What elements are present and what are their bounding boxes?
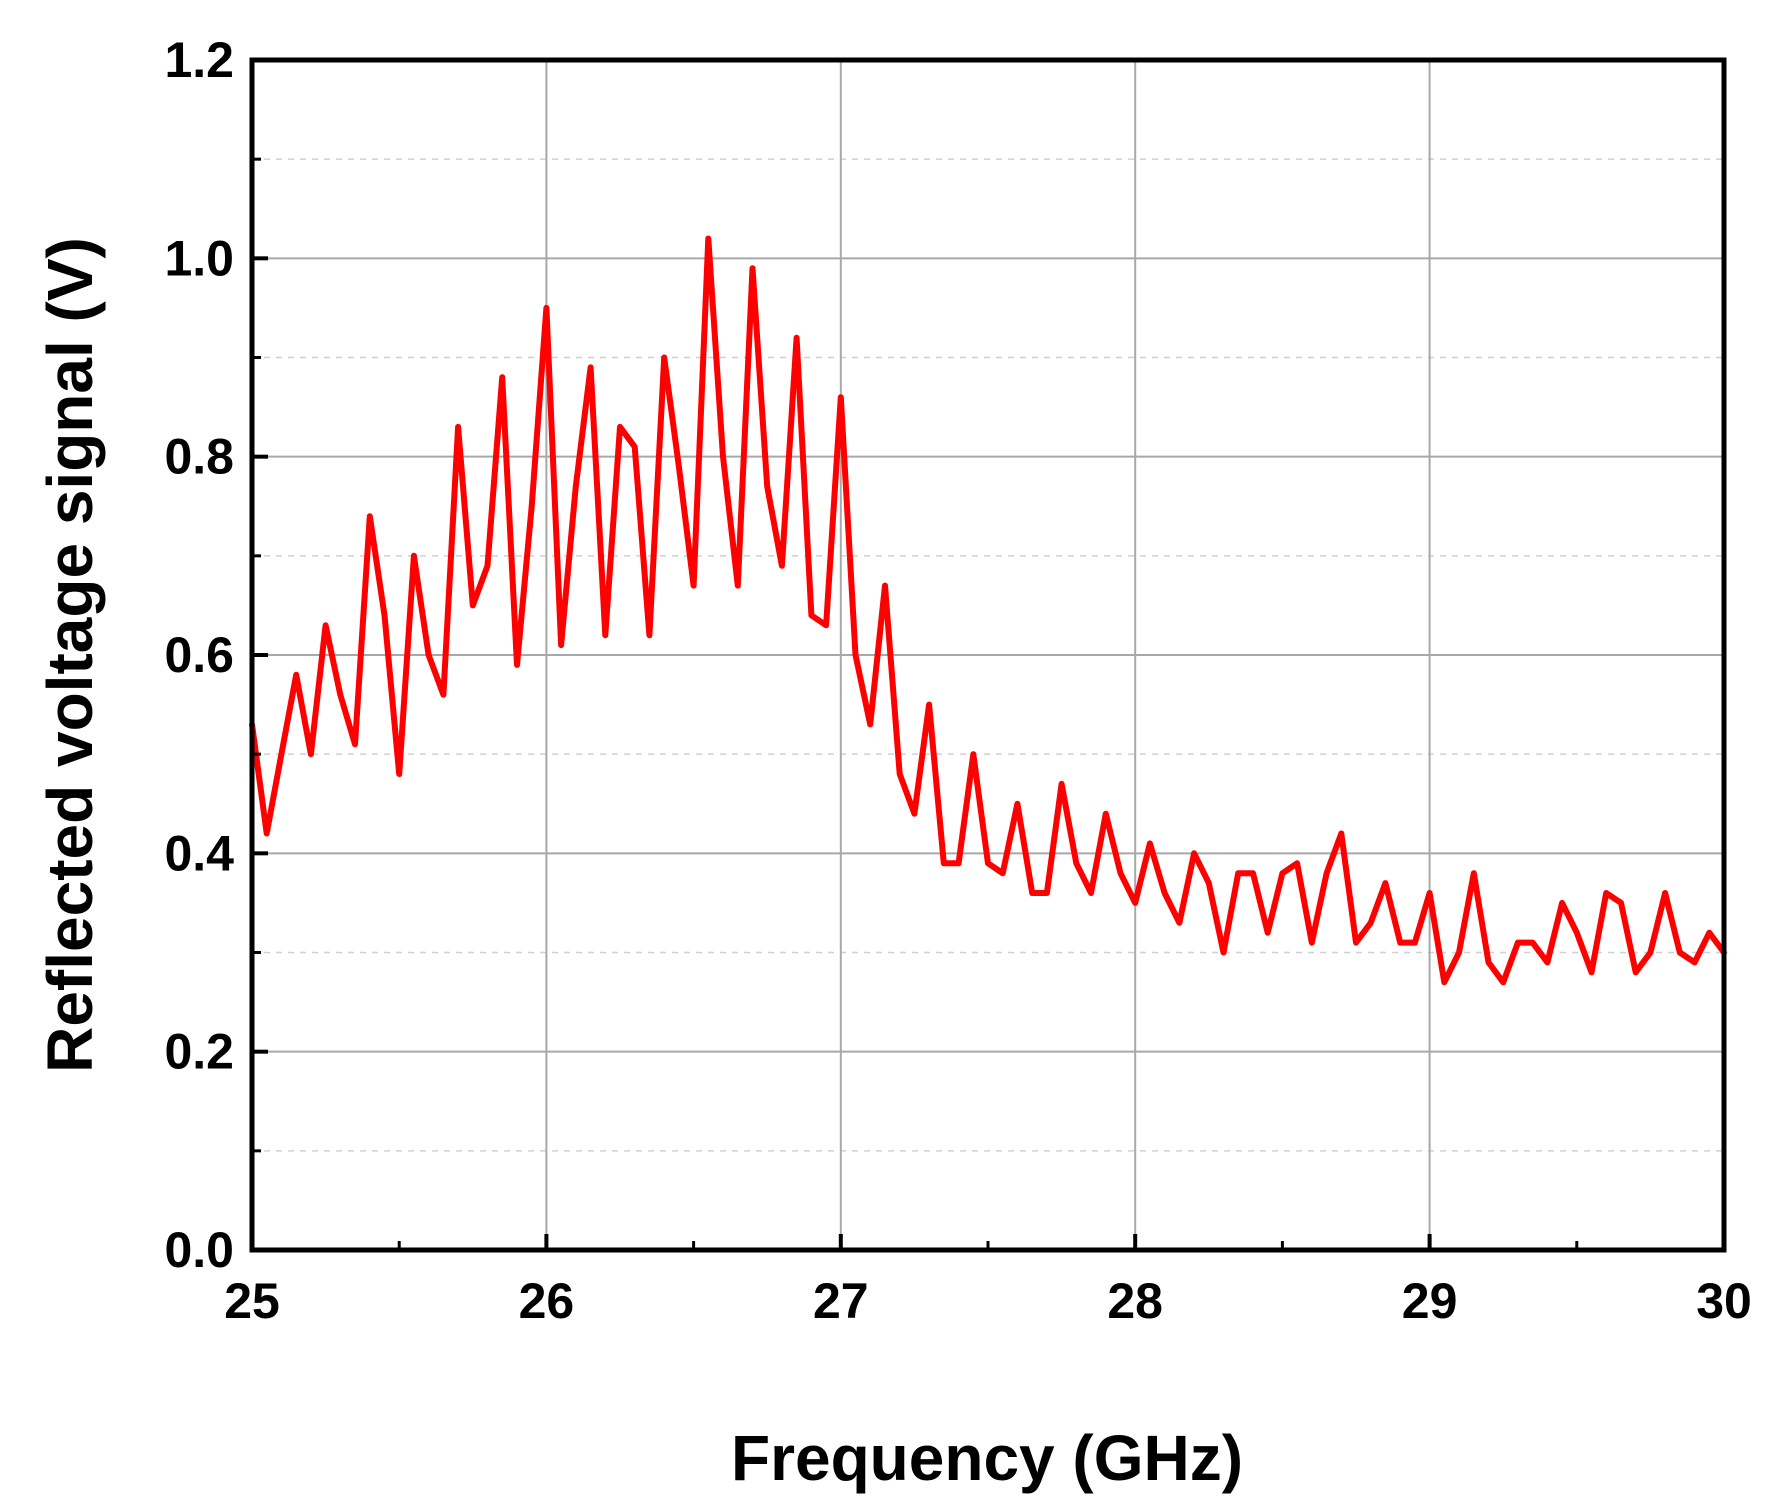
- x-tick-label: 28: [1107, 1273, 1163, 1329]
- x-tick-label: 25: [224, 1273, 280, 1329]
- tick-labels: 0.0 0.2 0.4 0.6 0.8 1.0 1.2 25 26 27 28 29 30: [164, 32, 1751, 1329]
- y-tick-label: 0.2: [164, 1024, 234, 1080]
- y-tick-label: 1.2: [164, 32, 234, 88]
- x-tick-label: 26: [519, 1273, 575, 1329]
- y-tick-label: 0.6: [164, 627, 234, 683]
- y-tick-label: 0.4: [164, 825, 234, 881]
- y-tick-label: 0.8: [164, 429, 234, 485]
- minor-grid: [252, 158, 1724, 1152]
- x-tick-label: 30: [1696, 1273, 1752, 1329]
- axis-ticks: [250, 58, 1726, 1252]
- major-grid: [252, 60, 1724, 1250]
- series-layer: [249, 235, 1727, 986]
- y-tick-label: 1.0: [164, 230, 234, 286]
- x-tick-label: 27: [813, 1273, 869, 1329]
- x-tick-label: 29: [1402, 1273, 1458, 1329]
- y-tick-label: 0.0: [164, 1222, 234, 1278]
- x-axis-title: Frequency (GHz): [731, 1422, 1243, 1494]
- y-axis-title: Reflected voltage signal (V): [34, 237, 106, 1073]
- series-line: [249, 235, 1727, 986]
